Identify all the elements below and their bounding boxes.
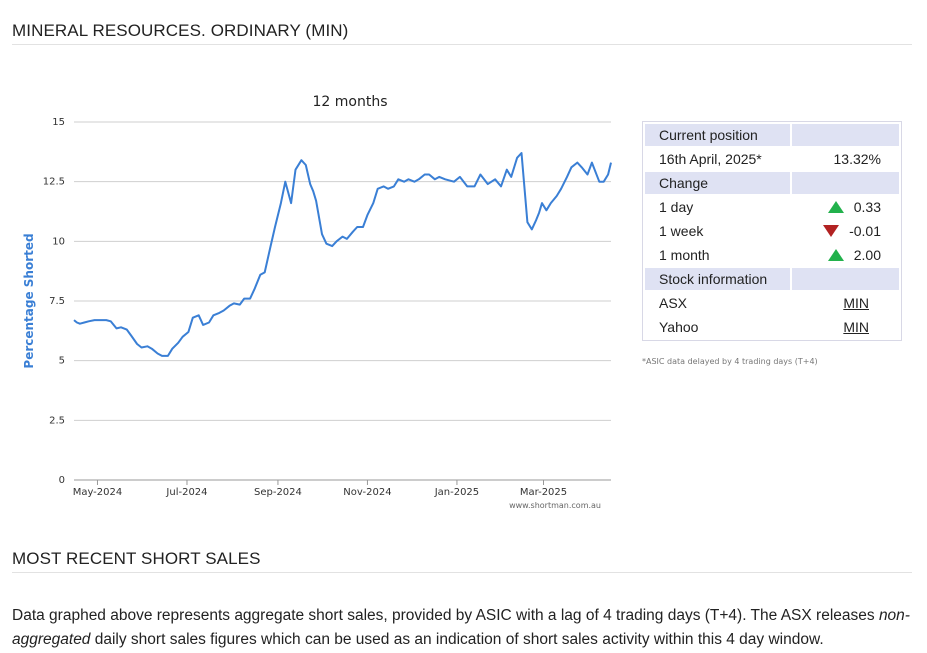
description-text: daily short sales figures which can be u… (90, 631, 824, 648)
current-position-row: 16th April, 2025* 13.32% (645, 148, 899, 170)
up-arrow-icon (827, 249, 844, 261)
change-header: Change (645, 172, 899, 194)
x-tick-label: Nov-2024 (343, 487, 391, 498)
change-value: 2.00 (853, 247, 881, 263)
description-emphasis: non-aggregated (12, 607, 910, 648)
title-divider (12, 44, 912, 45)
y-tick-label: 12.5 (43, 177, 65, 188)
stock-link-row: Yahoo MIN (645, 316, 899, 338)
x-axis: May-2024 Jul-2024 Sep-2024 Nov-2024 Jan-2025… (73, 480, 567, 498)
x-tick-label: Jul-2024 (165, 487, 207, 498)
y-tick-label: 7.5 (49, 296, 65, 307)
page-title: MINERAL RESOURCES. ORDINARY (MIN) (12, 21, 349, 40)
stock-info-header: Stock information (645, 268, 899, 290)
short-position-summary: Current position 16th April, 2025* 13.32… (642, 121, 902, 341)
y-tick-label: 5 (59, 356, 65, 367)
stock-link-row: ASX MIN (645, 292, 899, 314)
change-row: 1 month 2.00 (645, 244, 899, 266)
stock-link-source: Yahoo (659, 319, 699, 335)
chart-title: 12 months (313, 94, 388, 110)
description-text: Data graphed above represents aggregate … (12, 607, 875, 624)
y-axis-label: Percentage Shorted (22, 233, 36, 368)
stock-link-source: ASX (659, 295, 688, 311)
current-position-header: Current position (645, 124, 899, 146)
short-percentage-line (73, 152, 612, 357)
x-tick-label: Jan-2025 (434, 487, 479, 498)
y-tick-label: 10 (52, 236, 65, 247)
change-period-label: 1 month (659, 247, 710, 263)
change-value: 0.33 (853, 199, 881, 215)
up-arrow-icon (827, 201, 844, 213)
chart-grid (74, 121, 611, 481)
short-sales-description: Data graphed above represents aggregate … (12, 604, 917, 652)
y-axis: 0 2.5 5 7.5 10 12.5 15 (43, 117, 65, 486)
section-divider (12, 572, 912, 573)
section-title-short-sales: MOST RECENT SHORT SALES (12, 549, 261, 568)
y-tick-label: 0 (59, 475, 65, 486)
y-tick-label: 15 (52, 117, 65, 128)
y-tick-label: 2.5 (49, 415, 65, 426)
short-position-chart: 12 months 0 2.5 5 7.5 10 12.5 15 May-2024 Jul-2… (22, 94, 612, 510)
asx-link[interactable]: MIN (843, 295, 869, 311)
change-period-label: 1 week (659, 223, 704, 239)
stock-info-label: Stock information (645, 268, 791, 290)
x-tick-label: Sep-2024 (254, 487, 302, 498)
x-tick-label: May-2024 (73, 487, 123, 498)
current-position-label: Current position (645, 124, 791, 146)
down-arrow-icon (823, 225, 840, 237)
change-value: -0.01 (849, 223, 881, 239)
change-row: 1 day 0.33 (645, 196, 899, 218)
chart-watermark: www.shortman.com.au (509, 501, 601, 510)
position-date: 16th April, 2025* (659, 151, 762, 167)
x-tick-label: Mar-2025 (520, 487, 567, 498)
data-delay-note: *ASIC data delayed by 4 trading days (T+… (642, 357, 818, 366)
position-value: 13.32% (833, 151, 881, 167)
change-row: 1 week -0.01 (645, 220, 899, 242)
yahoo-link[interactable]: MIN (843, 319, 869, 335)
change-period-label: 1 day (659, 199, 694, 215)
change-label: Change (645, 172, 791, 194)
